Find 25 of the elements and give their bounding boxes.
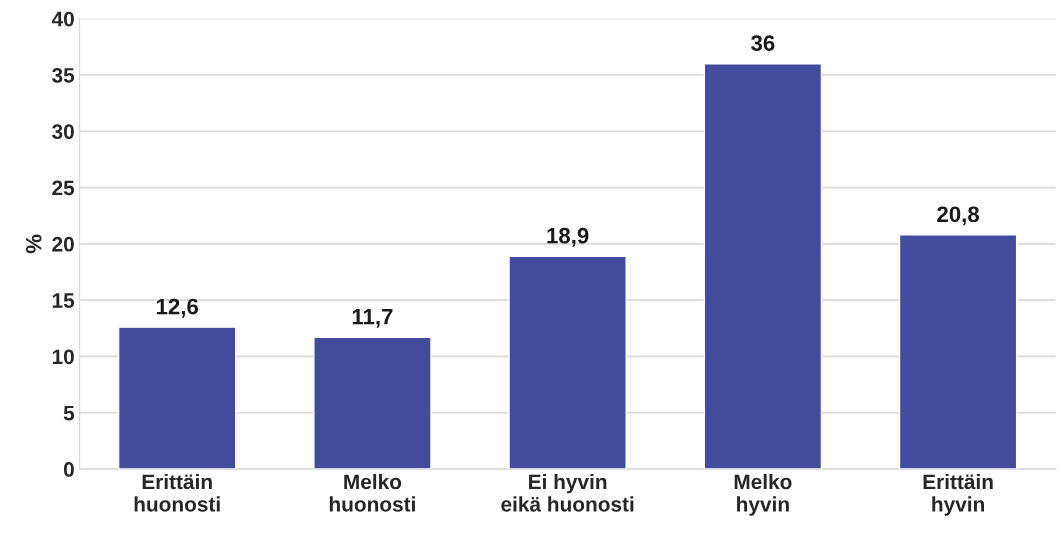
y-tick-label: 20 bbox=[52, 236, 74, 252]
x-tick-label: Erittäin hyvin bbox=[923, 473, 993, 516]
data-label: 20,8 bbox=[937, 206, 980, 226]
bar bbox=[117, 326, 237, 470]
bar bbox=[898, 234, 1018, 470]
y-tick-label: 15 bbox=[52, 293, 75, 308]
y-tick-label: 35 bbox=[52, 67, 75, 83]
data-label: 12,6 bbox=[156, 298, 199, 318]
y-tick-label: 30 bbox=[52, 124, 74, 140]
y-tick-label: 0 bbox=[63, 462, 74, 477]
y-axis-title: % bbox=[25, 234, 42, 254]
bar bbox=[508, 255, 627, 470]
x-tick-label: Erittäin huonosti bbox=[134, 473, 220, 512]
y-tick-label: 5 bbox=[63, 405, 75, 421]
x-tick-label: Ei hyvin eikä huonosti bbox=[501, 473, 634, 512]
y-tick-label: 10 bbox=[52, 349, 74, 365]
bar bbox=[703, 62, 823, 470]
x-tick-label: Melko hyvin bbox=[734, 473, 792, 516]
x-tick-label: Melko huonosti bbox=[329, 473, 415, 512]
y-tick-label: 25 bbox=[52, 180, 75, 196]
y-tick-label: 40 bbox=[51, 11, 74, 27]
data-label: 36 bbox=[751, 35, 775, 51]
data-label: 18,9 bbox=[547, 227, 589, 247]
data-label: 11,7 bbox=[352, 309, 393, 328]
bar bbox=[313, 336, 432, 470]
